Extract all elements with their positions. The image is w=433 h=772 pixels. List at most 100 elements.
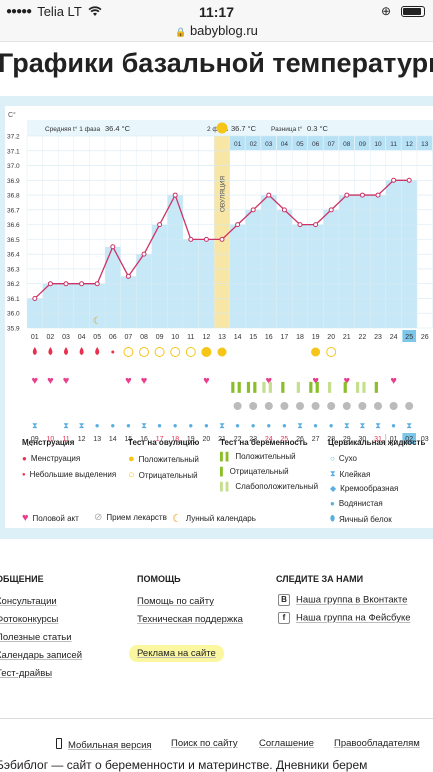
y-tick-label: 37.0 [7,163,20,170]
legend-label: Положительный [139,455,199,464]
egg-drop-icon: ⬮ [330,514,335,524]
small-drop-icon: ● [22,472,26,478]
legend-menstruation: ●Менструация [22,454,80,463]
temperature-point [345,193,349,197]
y-axis-unit: C° [8,111,16,119]
footer-link-mobile[interactable]: Мобильная версия [56,738,152,751]
footer-link-calendar[interactable]: Календарь записей [0,650,82,661]
dot-outline-icon: ○ [330,454,335,463]
legend-medication: ⊘Прием лекарств [94,512,167,523]
phase2-day-label: 04 [281,141,289,148]
phase2-value: 36.7 °C [231,124,257,133]
temperature-point [407,178,411,182]
footer-link-help[interactable]: Помощь по сайту [137,596,214,607]
legend-label: Отрицательный [230,467,289,476]
pregnancy-test-icon: ▌▌ [231,381,244,393]
ovulation-positive-icon [202,348,211,357]
ovulation-positive-icon [218,348,227,357]
legend-pregnancy-title: Тест на беременность [220,438,308,447]
pill-icon [265,402,273,410]
footer-link-photo-contests[interactable]: Фотоконкурсы [0,614,58,625]
temperature-point [64,282,68,286]
legend-label: Клейкая [340,470,371,479]
pregnancy-test-icon: ▌ [297,381,303,393]
legend-label: Сухо [339,454,357,463]
cycle-day-label: 07 [125,334,133,341]
moon-icon: ☾ [93,316,102,327]
y-tick-label: 35.9 [7,326,20,333]
footer-link-articles[interactable]: Полезные статьи [0,632,72,643]
pregnancy-test-icon: ▌ [281,381,287,393]
heart-icon: ♥ [203,375,210,387]
legend-cervical-sticky: ⧗Клейкая [330,469,370,479]
phase2-day-label: 08 [343,141,351,148]
phase2-day-label: 03 [265,141,273,148]
cycle-day-label: 17 [281,334,289,341]
heart-icon: ♥ [22,512,29,524]
footer-col2-title: ПОМОЩЬ [137,574,181,584]
hourglass-icon: ⧗ [63,421,69,430]
footer-link-advertising[interactable]: Реклама на сайте [129,645,224,662]
sun-icon: ● [128,453,135,465]
legend-label: Половой акт [33,514,79,523]
ovulation-negative-icon [140,348,149,357]
water-drop-icon: ● [329,421,334,430]
legend-ovulation-negative: ○ Отрицательный [128,469,198,481]
footer-link-test-drives[interactable]: Тест-драйвы [0,668,52,679]
footer-col1-title: ОБЩЕНИЕ [0,574,44,584]
footer-link-agreement[interactable]: Соглашение [259,738,314,749]
ovulation-column [214,136,230,328]
legend-moon: ☾Лунный календарь [172,512,256,525]
hourglass-icon: ⧗ [360,421,366,430]
legend-label: Отрицательный [139,471,198,480]
water-drop-icon: ● [235,421,240,430]
pill-icon [280,402,288,410]
sun-outline-icon: ○ [128,469,135,481]
clock: 11:17 [0,4,433,20]
address-bar[interactable]: 🔒 babyblog.ru [0,22,433,42]
legend-cervical-eggwhite: ⬮Яичный белок [330,514,392,524]
diff-label: Разница t° [271,125,303,133]
hourglass-icon: ⧗ [344,421,350,430]
phase1-label: Средняя t° 1 фаза [45,125,101,133]
vk-icon: В [278,594,290,606]
footer-link-consultations[interactable]: Консультации [0,596,57,607]
y-tick-label: 36.0 [7,311,20,318]
temperature-point [360,193,364,197]
cycle-day-label: 26 [421,334,429,341]
cycle-day-label: 01 [31,334,39,341]
water-drop-icon: ● [313,421,318,430]
cycle-day-label: 20 [327,334,335,341]
water-drop-icon: ● [204,421,209,430]
footer-link-support[interactable]: Техническая поддержка [137,614,243,625]
temperature-point [126,274,130,278]
temperature-point [173,193,177,197]
cycle-day-label: 23 [374,334,382,341]
water-drop-icon: ● [330,499,335,508]
pregnancy-test-icon: ▌ [328,381,334,393]
temperature-point [95,282,99,286]
hourglass-icon: ⧗ [297,421,303,430]
footer-link-copyright[interactable]: Правообладателям [334,738,420,749]
cycle-day-label: 15 [249,334,257,341]
cycle-day-label: 19 [312,334,320,341]
pregnancy-test-icon: ▌▌ [247,381,260,393]
phase2-day-label: 06 [312,141,320,148]
footer-link-search[interactable]: Поиск по сайту [171,738,238,749]
small-drop-icon [111,351,114,354]
temperature-point [251,208,255,212]
pill-icon [405,402,413,410]
phase2-day-label: 05 [296,141,304,148]
temperature-point [48,282,52,286]
y-tick-label: 37.2 [7,134,20,141]
temperature-point [392,178,396,182]
temperature-bar [230,225,246,328]
legend-light-bleeding: ●Небольшие выделения [22,470,116,479]
pill-icon [312,402,320,410]
drop-icon [95,347,99,355]
temperature-point [314,223,318,227]
cycle-day-label: 03 [62,334,70,341]
